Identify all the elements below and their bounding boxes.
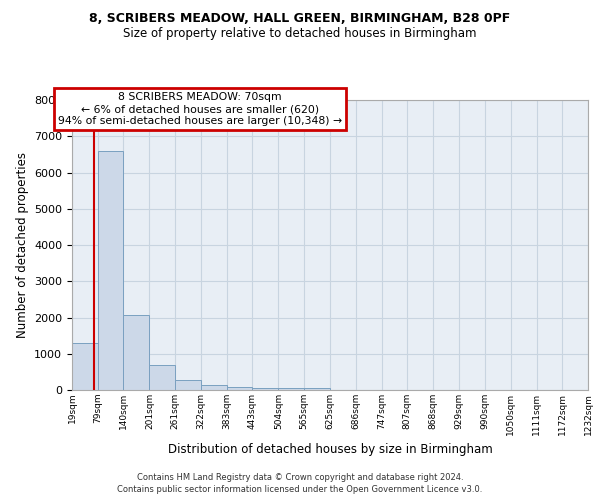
Bar — [278, 388, 304, 390]
Text: Contains HM Land Registry data © Crown copyright and database right 2024.: Contains HM Land Registry data © Crown c… — [137, 472, 463, 482]
Bar — [72, 343, 98, 390]
Bar — [253, 388, 278, 390]
Bar — [227, 386, 253, 390]
Bar — [124, 314, 149, 390]
Text: Size of property relative to detached houses in Birmingham: Size of property relative to detached ho… — [123, 28, 477, 40]
Text: 8, SCRIBERS MEADOW, HALL GREEN, BIRMINGHAM, B28 0PF: 8, SCRIBERS MEADOW, HALL GREEN, BIRMINGH… — [89, 12, 511, 26]
Bar — [98, 151, 124, 390]
Y-axis label: Number of detached properties: Number of detached properties — [16, 152, 29, 338]
Bar — [149, 365, 175, 390]
Bar — [304, 388, 330, 390]
Text: Contains public sector information licensed under the Open Government Licence v3: Contains public sector information licen… — [118, 485, 482, 494]
Bar — [201, 384, 227, 390]
Bar — [175, 380, 201, 390]
X-axis label: Distribution of detached houses by size in Birmingham: Distribution of detached houses by size … — [167, 443, 493, 456]
Text: 8 SCRIBERS MEADOW: 70sqm
← 6% of detached houses are smaller (620)
94% of semi-d: 8 SCRIBERS MEADOW: 70sqm ← 6% of detache… — [58, 92, 342, 126]
